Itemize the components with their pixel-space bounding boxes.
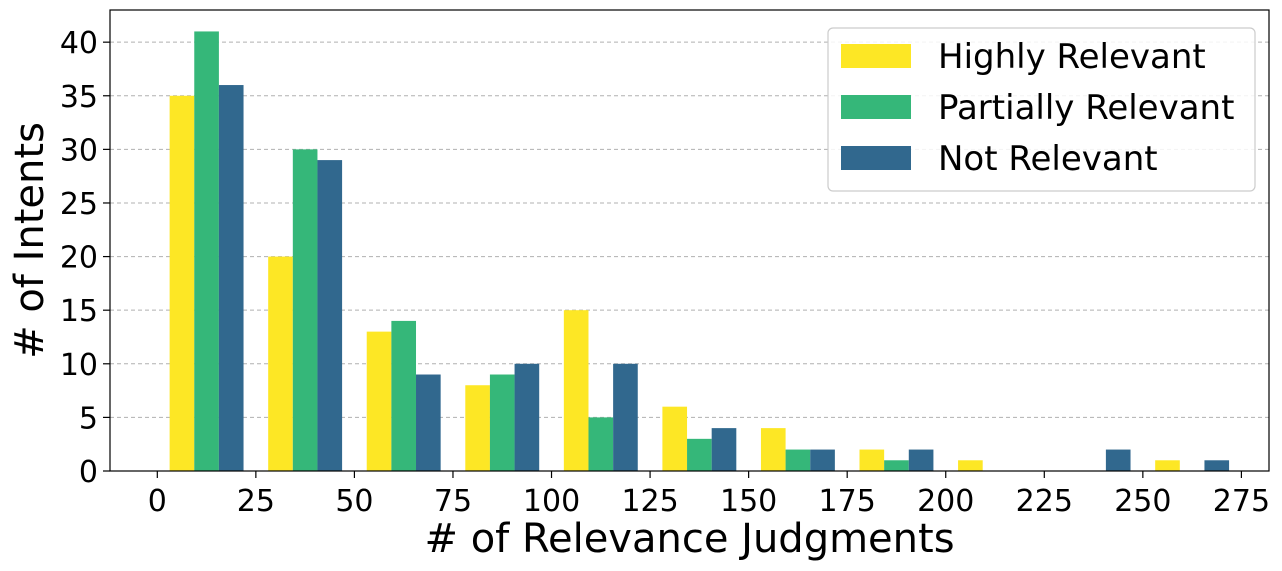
x-tick-label: 0 — [148, 484, 167, 519]
y-tick-label: 30 — [60, 133, 98, 168]
bar-not-relevant-50 — [416, 374, 441, 471]
bar-highly-relevant-175 — [859, 449, 885, 471]
y-tick-label: 35 — [60, 80, 98, 115]
bar-partially-relevant-25 — [292, 149, 318, 472]
bar-not-relevant-100 — [613, 363, 638, 471]
bar-not-relevant-175 — [908, 449, 934, 471]
bar-partially-relevant-0 — [194, 31, 219, 471]
x-tick-label: 25 — [237, 484, 275, 519]
legend-swatch-partially-relevant — [841, 95, 911, 119]
y-tick-label: 15 — [60, 294, 98, 329]
bar-highly-relevant-100 — [563, 310, 589, 471]
y-axis-ticks: 0 5 10 15 20 25 30 35 40 — [60, 26, 110, 490]
x-tick-label: 150 — [720, 484, 777, 519]
bar-highly-relevant-0 — [169, 95, 195, 471]
bar-highly-relevant-200 — [958, 460, 983, 471]
bar-partially-relevant-50 — [391, 320, 417, 471]
x-tick-label: 250 — [1114, 484, 1171, 519]
bar-highly-relevant-250 — [1155, 460, 1180, 471]
x-axis-title: # of Relevance Judgments — [424, 516, 954, 562]
legend-label-partially-relevant: Partially Relevant — [938, 88, 1234, 128]
bar-not-relevant-0 — [218, 85, 244, 471]
y-tick-label: 25 — [60, 187, 98, 222]
bar-highly-relevant-150 — [760, 428, 786, 471]
plot-frame — [109, 9, 1270, 472]
x-tick-label: 275 — [1213, 484, 1270, 519]
legend-swatch-not-relevant — [841, 146, 911, 170]
bar-not-relevant-250 — [1204, 460, 1230, 471]
x-tick-label: 75 — [434, 484, 472, 519]
bar-partially-relevant-175 — [884, 460, 909, 471]
bar-not-relevant-25 — [317, 160, 343, 471]
x-tick-label: 100 — [523, 484, 580, 519]
bar-highly-relevant-50 — [366, 331, 392, 471]
bar-highly-relevant-125 — [662, 406, 688, 471]
y-tick-label: 40 — [60, 26, 98, 61]
bars — [169, 31, 1230, 472]
bar-not-relevant-225 — [1105, 449, 1131, 471]
bar-not-relevant-75 — [514, 363, 540, 471]
bar-partially-relevant-100 — [588, 417, 614, 471]
bar-highly-relevant-25 — [268, 256, 293, 471]
legend-label-not-relevant: Not Relevant — [938, 139, 1158, 179]
x-axis-ticks: 0 25 50 75 100 125 150 175 200 225 250 275 — [148, 471, 1270, 519]
x-tick-label: 200 — [917, 484, 974, 519]
x-tick-label: 225 — [1016, 484, 1073, 519]
y-tick-label: 5 — [79, 401, 98, 436]
bar-partially-relevant-150 — [785, 449, 811, 471]
legend-swatch-highly-relevant — [841, 44, 911, 68]
x-tick-label: 125 — [621, 484, 678, 519]
legend-label-highly-relevant: Highly Relevant — [938, 37, 1206, 77]
bar-not-relevant-125 — [711, 428, 737, 471]
x-tick-label: 50 — [335, 484, 373, 519]
legend: Highly Relevant Partially Relevant Not Rel… — [827, 27, 1256, 192]
y-tick-label: 10 — [60, 348, 98, 383]
legend-box — [827, 27, 1256, 192]
bar-not-relevant-150 — [810, 449, 835, 471]
bar-partially-relevant-75 — [489, 374, 515, 471]
y-axis-title: # of Intents — [7, 122, 53, 359]
y-tick-label: 20 — [60, 241, 98, 276]
x-tick-label: 175 — [819, 484, 876, 519]
y-tick-label: 0 — [79, 455, 98, 490]
bar-highly-relevant-75 — [465, 385, 490, 471]
bar-partially-relevant-125 — [687, 438, 712, 471]
